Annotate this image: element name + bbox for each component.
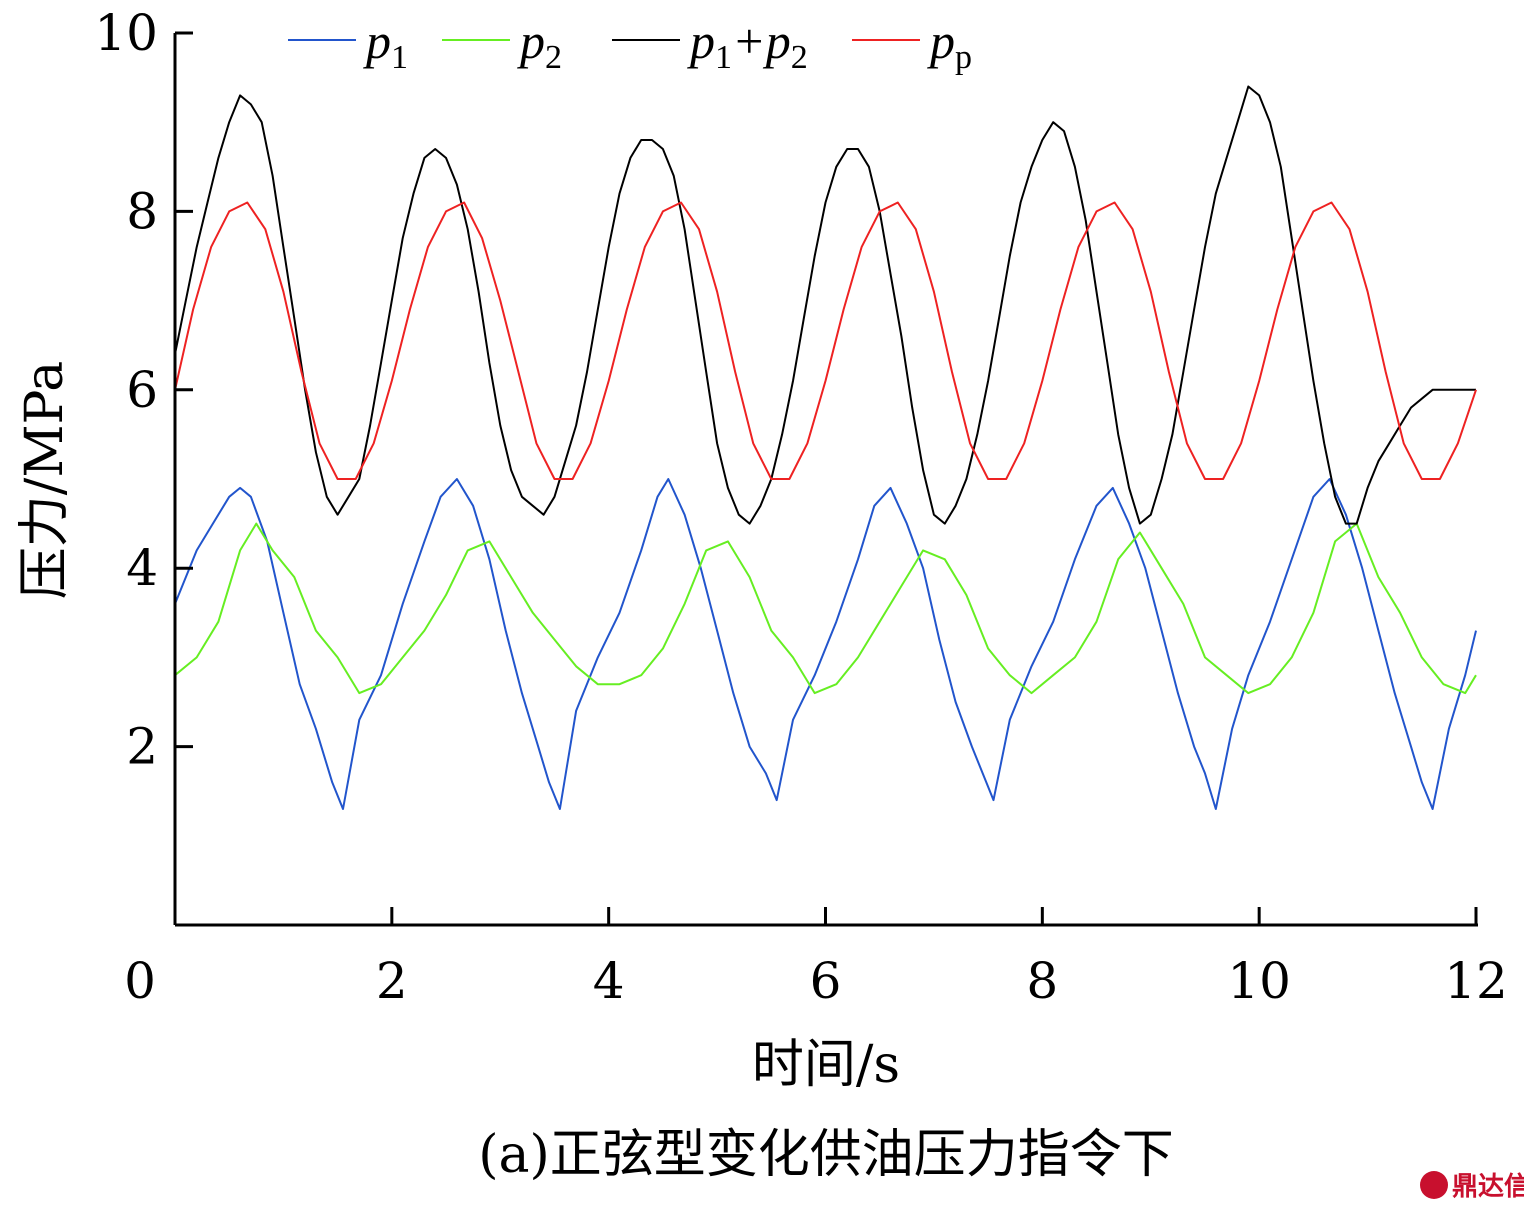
series-line-3 xyxy=(174,201,1477,480)
series-line-0 xyxy=(174,478,1477,810)
legend-item-2: p1+p2 xyxy=(612,13,808,76)
legend-label: p2 xyxy=(517,13,562,76)
axes xyxy=(173,33,1478,927)
y-tick-label: 6 xyxy=(126,361,158,419)
series-line-2 xyxy=(174,85,1476,525)
y-tick-label: 2 xyxy=(126,718,158,776)
x-tick-label: 10 xyxy=(1227,952,1291,1010)
legend-label: p1+p2 xyxy=(687,13,808,76)
y-tick-label: 8 xyxy=(126,182,158,240)
x-tick-label: 0 xyxy=(124,952,156,1010)
y-axis-title: 压力/MPa xyxy=(15,361,75,599)
x-axis-title: 时间/s xyxy=(752,1035,900,1095)
legend-item-0: p1 xyxy=(288,13,408,76)
x-tick-label: 2 xyxy=(376,952,408,1010)
legend-item-3: pp xyxy=(852,13,972,76)
tick-labels: 0 2 4 6 8 10 12 2 4 6 8 10 xyxy=(94,4,1507,1010)
ticks xyxy=(175,31,1478,925)
series-line-1 xyxy=(174,522,1477,695)
plot-lines xyxy=(174,85,1477,810)
watermark-logo-icon xyxy=(1420,1171,1448,1199)
legend-label: pp xyxy=(927,13,972,76)
y-tick-label: 10 xyxy=(94,4,158,62)
x-tick-label: 12 xyxy=(1444,952,1508,1010)
y-tick-label: 4 xyxy=(126,539,158,597)
x-tick-label: 4 xyxy=(593,952,625,1010)
watermark: 鼎达信 xyxy=(1420,1171,1524,1202)
legend-item-1: p2 xyxy=(442,13,562,76)
figure-caption: (a)正弦型变化供油压力指令下 xyxy=(478,1125,1174,1185)
legend: p1 p2 p1+p2 pp xyxy=(288,13,972,76)
x-tick-label: 8 xyxy=(1026,952,1058,1010)
x-tick-label: 6 xyxy=(810,952,842,1010)
legend-label: p1 xyxy=(363,13,408,76)
watermark-text: 鼎达信 xyxy=(1452,1172,1524,1202)
